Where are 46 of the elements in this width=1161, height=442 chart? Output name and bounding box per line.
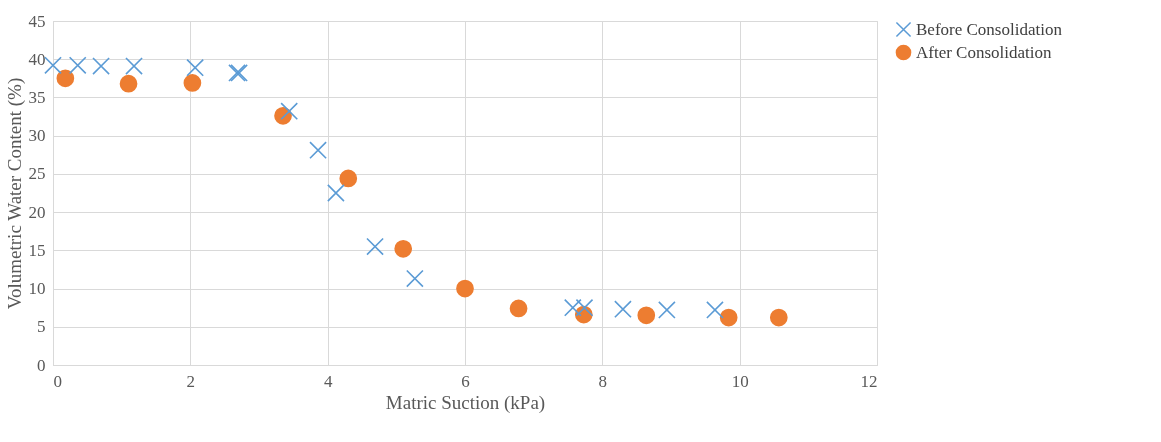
x-tick-label: 4 bbox=[323, 371, 333, 391]
point bbox=[637, 306, 656, 325]
point bbox=[56, 69, 75, 88]
x-tick-label: 2 bbox=[186, 371, 196, 391]
point bbox=[575, 298, 594, 317]
legend-label: After Consolidation bbox=[916, 42, 1053, 62]
point bbox=[406, 269, 424, 288]
point bbox=[68, 56, 87, 75]
point bbox=[119, 74, 138, 93]
point bbox=[658, 301, 676, 319]
point bbox=[280, 102, 299, 121]
point bbox=[125, 57, 143, 75]
y-tick-label: 30 bbox=[28, 126, 46, 146]
y-tick-label: 35 bbox=[28, 87, 46, 107]
point bbox=[563, 298, 582, 317]
x-tick-label: 6 bbox=[461, 371, 470, 391]
y-tick-label: 0 bbox=[37, 355, 46, 375]
x-tick-label: 8 bbox=[598, 371, 608, 391]
point bbox=[719, 308, 738, 327]
point bbox=[327, 184, 345, 202]
legend-label: Before Consolidation bbox=[916, 19, 1063, 39]
y-tick-label: 45 bbox=[28, 11, 46, 31]
y-tick-label: 25 bbox=[28, 164, 46, 184]
point bbox=[614, 300, 632, 319]
point bbox=[339, 169, 358, 188]
x-tick-label: 10 bbox=[731, 371, 749, 391]
y-tick-label: 15 bbox=[28, 240, 46, 260]
y-tick-label: 40 bbox=[28, 49, 46, 69]
y-tick-label: 20 bbox=[28, 202, 46, 222]
point bbox=[456, 279, 474, 298]
point bbox=[706, 301, 724, 319]
point bbox=[44, 56, 62, 75]
x-tick-label: 0 bbox=[53, 371, 62, 391]
point bbox=[183, 74, 202, 92]
point bbox=[394, 239, 413, 258]
point bbox=[366, 237, 384, 256]
point bbox=[186, 58, 204, 77]
point bbox=[509, 299, 528, 318]
y-axis-title: Volumetric Water Content (%) bbox=[3, 77, 26, 310]
x-tick-label: 12 bbox=[860, 371, 878, 391]
point bbox=[92, 57, 110, 75]
point bbox=[769, 308, 788, 327]
point bbox=[309, 141, 327, 160]
x-axis-title: Matric Suction (kPa) bbox=[385, 391, 546, 414]
y-tick-label: 10 bbox=[28, 279, 46, 299]
y-tick-label: 5 bbox=[37, 317, 46, 337]
